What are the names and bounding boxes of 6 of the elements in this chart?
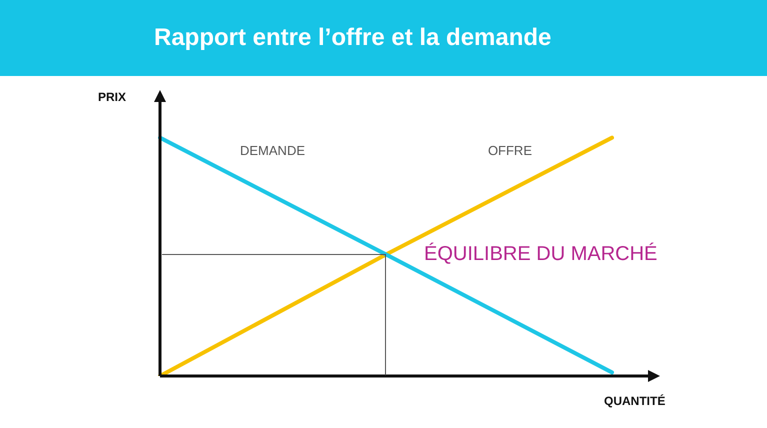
series-label: DEMANDE xyxy=(240,143,306,158)
annotation: ÉQUILIBRE DU MARCHÉ xyxy=(424,242,658,265)
x-axis-title: QUANTITÉ xyxy=(604,394,666,408)
series-label: OFFRE xyxy=(488,143,532,158)
chart-title: Rapport entre l’offre et la demande xyxy=(0,0,767,76)
y-axis-title: PRIX xyxy=(98,90,126,104)
